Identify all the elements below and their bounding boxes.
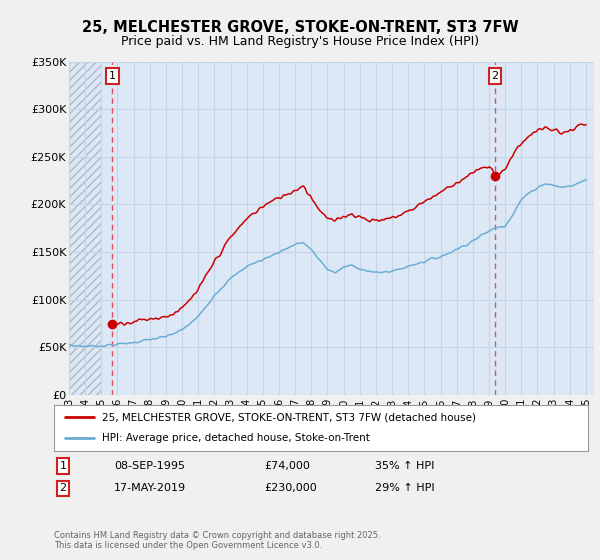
Text: Contains HM Land Registry data © Crown copyright and database right 2025.
This d: Contains HM Land Registry data © Crown c… <box>54 530 380 550</box>
Text: £230,000: £230,000 <box>264 483 317 493</box>
Text: 2: 2 <box>491 71 499 81</box>
Text: 17-MAY-2019: 17-MAY-2019 <box>114 483 186 493</box>
Text: £74,000: £74,000 <box>264 461 310 471</box>
Text: 1: 1 <box>59 461 67 471</box>
Text: 35% ↑ HPI: 35% ↑ HPI <box>375 461 434 471</box>
Text: HPI: Average price, detached house, Stoke-on-Trent: HPI: Average price, detached house, Stok… <box>102 433 370 444</box>
Text: 29% ↑ HPI: 29% ↑ HPI <box>375 483 434 493</box>
Text: Price paid vs. HM Land Registry's House Price Index (HPI): Price paid vs. HM Land Registry's House … <box>121 35 479 48</box>
Text: 2: 2 <box>59 483 67 493</box>
Text: 25, MELCHESTER GROVE, STOKE-ON-TRENT, ST3 7FW (detached house): 25, MELCHESTER GROVE, STOKE-ON-TRENT, ST… <box>102 412 476 422</box>
Text: 1: 1 <box>109 71 116 81</box>
Text: 08-SEP-1995: 08-SEP-1995 <box>114 461 185 471</box>
Text: 25, MELCHESTER GROVE, STOKE-ON-TRENT, ST3 7FW: 25, MELCHESTER GROVE, STOKE-ON-TRENT, ST… <box>82 20 518 35</box>
